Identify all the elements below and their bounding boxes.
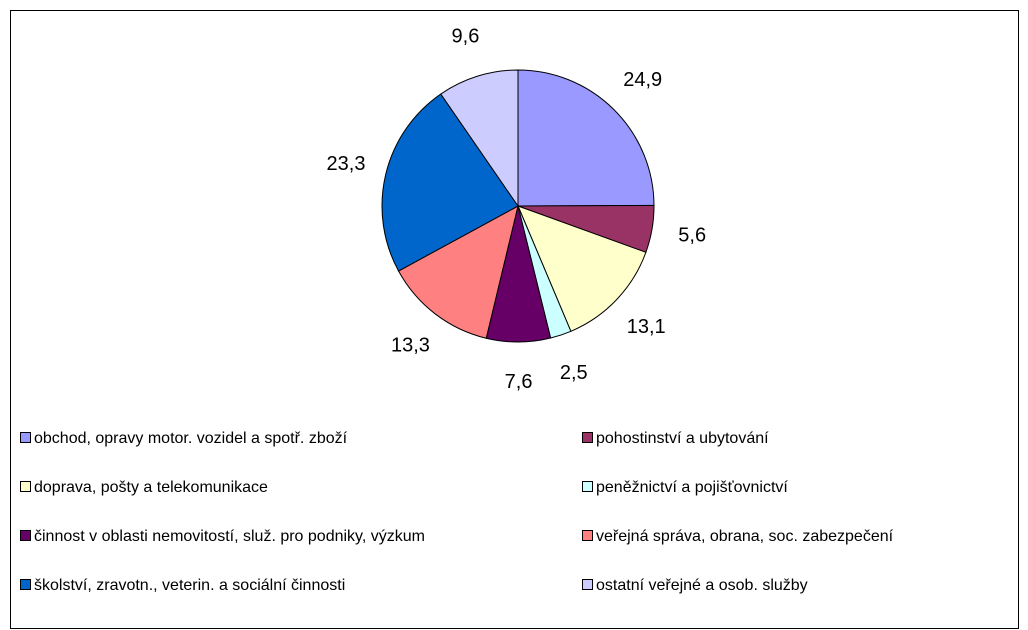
legend-label: peněžnictví a pojišťovnictví xyxy=(596,479,788,496)
legend-swatch xyxy=(582,481,593,492)
pie-slice xyxy=(517,69,655,207)
legend-swatch xyxy=(20,481,31,492)
legend-swatch xyxy=(20,432,31,443)
legend-label: doprava, pošty a telekomunikace xyxy=(34,479,268,496)
legend-swatch xyxy=(582,530,593,541)
data-label: 7,6 xyxy=(505,371,533,393)
pie-slice xyxy=(440,69,519,208)
data-label: 9,6 xyxy=(452,25,480,47)
legend-swatch xyxy=(20,530,31,541)
pie-slice xyxy=(517,205,647,332)
data-label: 2,5 xyxy=(560,362,588,384)
legend-swatch xyxy=(20,579,31,590)
pie-slice xyxy=(381,93,519,272)
data-label: 13,1 xyxy=(627,316,666,338)
legend-swatch xyxy=(582,579,593,590)
data-label: 23,3 xyxy=(327,153,366,175)
legend-label: obchod, opravy motor. vozidel a spotř. z… xyxy=(34,430,348,447)
legend-swatch xyxy=(582,432,593,443)
pie-slice xyxy=(397,205,519,339)
legend-label: pohostinství a ubytování xyxy=(596,430,769,447)
legend-label: školství, zravotn., veterin. a sociální … xyxy=(34,577,345,594)
legend-label: veřejná správa, obrana, soc. zabezpečení xyxy=(596,528,894,545)
legend-label: ostatní veřejné a osob. služby xyxy=(596,577,808,594)
data-label: 24,9 xyxy=(623,69,662,91)
data-label: 5,6 xyxy=(678,224,706,246)
legend-label: činnost v oblasti nemovitostí, služ. pro… xyxy=(34,528,425,545)
data-label: 13,3 xyxy=(391,335,430,357)
